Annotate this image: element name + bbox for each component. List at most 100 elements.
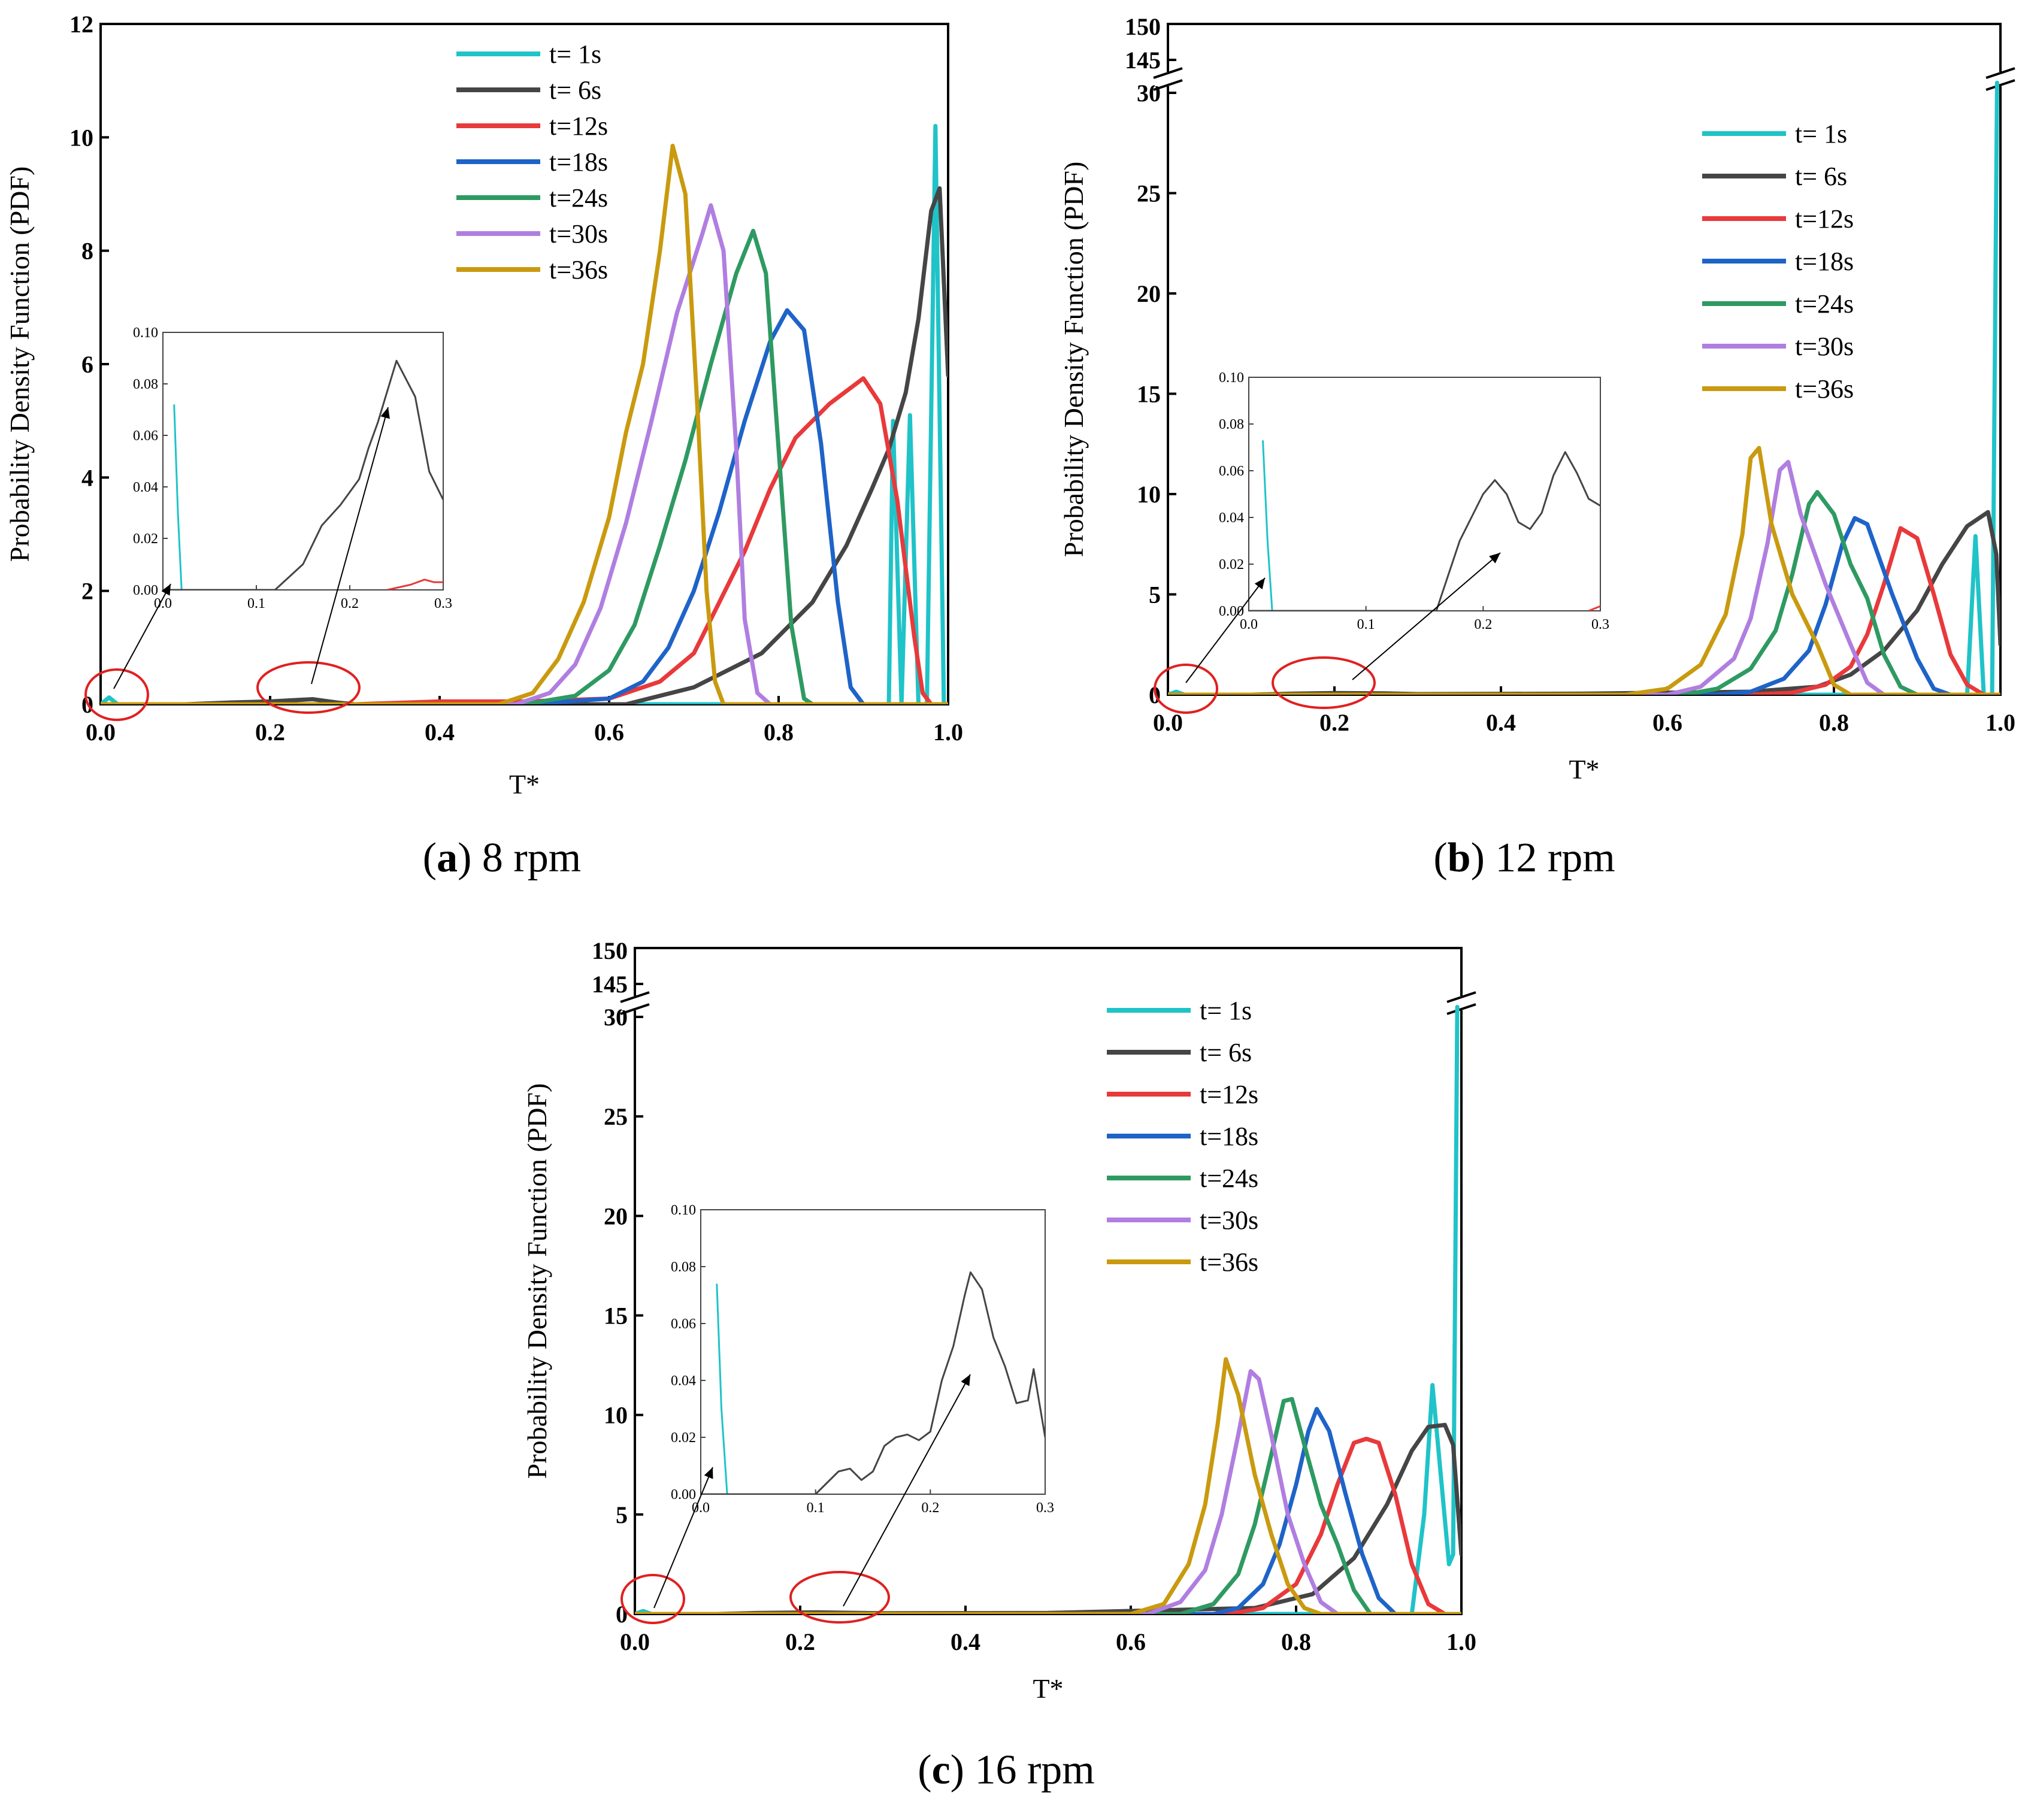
legend-entry: t= 6s bbox=[1200, 1038, 1252, 1067]
series-line bbox=[1168, 516, 2000, 695]
inset-y-tick-label: 0.02 bbox=[133, 531, 158, 547]
y-tick-label: 25 bbox=[1137, 180, 1161, 207]
x-tick-label: 0.4 bbox=[1486, 709, 1516, 736]
series-line bbox=[1168, 459, 2000, 695]
y-axis-label: Probability Density Function (PDF) bbox=[1058, 162, 1089, 558]
inset-series-group bbox=[701, 1271, 1045, 1494]
inset-y-tick-label: 0.10 bbox=[671, 1203, 696, 1218]
legend-entry: t= 6s bbox=[549, 75, 601, 105]
legend-entry: t=24s bbox=[549, 183, 608, 213]
inset-frame bbox=[700, 1209, 1046, 1495]
inset-y-tick-label: 0.06 bbox=[133, 428, 158, 444]
inset-y-tick-label: 0.08 bbox=[1219, 417, 1244, 432]
x-tick-label: 0.4 bbox=[425, 719, 455, 746]
y-tick-label: 4 bbox=[81, 464, 93, 491]
axis-break-mark bbox=[620, 991, 650, 1003]
inset-y-tick-label: 0.00 bbox=[671, 1487, 696, 1503]
callout-arrow bbox=[113, 583, 171, 689]
legend-entry: t=18s bbox=[1200, 1122, 1258, 1151]
inset-x-tick-label: 0.3 bbox=[1036, 1500, 1054, 1516]
inset-x-tick-label: 0.2 bbox=[341, 596, 359, 611]
y-tick-label: 15 bbox=[604, 1303, 628, 1330]
callout-arrow bbox=[311, 407, 390, 685]
inset-series-group bbox=[1249, 440, 1600, 611]
panel-caption: (c) 16 rpm bbox=[918, 1747, 1094, 1793]
series-line bbox=[1168, 80, 1999, 695]
panel-letter: b bbox=[1448, 835, 1471, 881]
inset-y-tick-label: 0.10 bbox=[1219, 370, 1244, 386]
series-line bbox=[1168, 490, 2000, 695]
axis-break-mark bbox=[1985, 67, 2015, 79]
inset-x-tick-label: 0.1 bbox=[807, 1500, 825, 1516]
panel-letter: c bbox=[932, 1747, 951, 1793]
highlight-circle bbox=[256, 661, 361, 714]
axis-break-mark bbox=[1446, 991, 1476, 1003]
legend-entry: t=36s bbox=[549, 255, 608, 284]
inset-y-tick-label: 0.02 bbox=[1219, 557, 1244, 573]
panel-a-8rpm: 0.0 0.2 0.4 0.6 0.8 1.0024681012T*Probability… bbox=[4, 11, 963, 881]
series-group bbox=[101, 123, 948, 704]
inset-y-tick-label: 0.04 bbox=[671, 1373, 696, 1389]
legend-entry: t=36s bbox=[1200, 1247, 1258, 1277]
legend-entry: t=36s bbox=[1795, 374, 1854, 404]
legend-entry: t=30s bbox=[1200, 1206, 1258, 1235]
x-tick-label: 0.0 bbox=[86, 719, 116, 746]
callout-arrow bbox=[1185, 577, 1266, 683]
series-line bbox=[101, 308, 948, 704]
y-tick-label: 5 bbox=[1149, 582, 1161, 608]
y-tick-label: 20 bbox=[604, 1203, 628, 1230]
x-tick-label: 0.8 bbox=[1819, 709, 1849, 736]
series-line bbox=[101, 144, 948, 704]
legend-entry: t= 1s bbox=[1200, 996, 1252, 1025]
legend-entry: t= 1s bbox=[1795, 119, 1847, 149]
inset-y-tick-label: 0.08 bbox=[133, 377, 158, 392]
series-line bbox=[635, 1357, 1461, 1614]
highlight-circle bbox=[84, 668, 149, 721]
inset-x-tick-label: 0.1 bbox=[1357, 617, 1375, 632]
series-line bbox=[635, 1437, 1461, 1614]
x-axis-label: T* bbox=[509, 769, 540, 800]
x-tick-label: 0.6 bbox=[1652, 709, 1682, 736]
series-group bbox=[635, 1004, 1461, 1614]
inset-series-line bbox=[701, 1271, 1045, 1494]
x-tick-label: 1.0 bbox=[933, 719, 963, 746]
inset-x-tick-label: 0.0 bbox=[692, 1500, 710, 1516]
y-tick-label: 15 bbox=[1137, 381, 1161, 408]
legend-entry: t=18s bbox=[549, 147, 608, 177]
inset-series-line bbox=[1588, 605, 1600, 611]
panel-caption: (a) 8 rpm bbox=[423, 835, 581, 881]
callout-arrow bbox=[653, 1467, 713, 1609]
inset-series-line bbox=[173, 404, 183, 590]
legend-entry: t=18s bbox=[1795, 247, 1854, 276]
x-tick-label: 0.6 bbox=[1116, 1628, 1146, 1655]
inset-series-line bbox=[1262, 440, 1273, 611]
callout-arrow bbox=[843, 1374, 971, 1607]
panel-letter: a bbox=[437, 835, 458, 881]
panel-c-16rpm: 0.0 0.2 0.4 0.6 0.8 1.0051015202530150145T*Pr… bbox=[522, 937, 1476, 1793]
x-tick-label: 0.2 bbox=[1319, 709, 1349, 736]
y-tick-label: 25 bbox=[604, 1103, 628, 1130]
x-axis-label: T* bbox=[1033, 1673, 1063, 1704]
series-group bbox=[1168, 80, 2000, 695]
inset-series-line bbox=[716, 1283, 728, 1494]
inset-y-tick-label: 0.04 bbox=[1219, 510, 1244, 526]
y-tick-label: 6 bbox=[81, 351, 93, 378]
inset-frame bbox=[1248, 377, 1601, 611]
inset-series-group bbox=[163, 359, 443, 590]
y-axis-label: Probability Density Function (PDF) bbox=[522, 1083, 552, 1479]
series-line bbox=[635, 1407, 1461, 1614]
series-line bbox=[635, 1397, 1461, 1614]
inset-series-line bbox=[1249, 451, 1600, 611]
inset-y-tick-label: 0.06 bbox=[1219, 464, 1244, 479]
axis-break-mark bbox=[1153, 79, 1183, 91]
x-tick-label: 0.6 bbox=[594, 719, 624, 746]
inset-x-tick-label: 0.3 bbox=[1591, 617, 1609, 632]
panel-b-12rpm: 0.0 0.2 0.4 0.6 0.8 1.0051015202530150145T*Pr… bbox=[1058, 13, 2015, 881]
axis-break-mark bbox=[1985, 79, 2015, 91]
y-tick-label-upper: 150 bbox=[1125, 13, 1161, 40]
legend-entry: t=12s bbox=[1200, 1080, 1258, 1109]
y-tick-label: 20 bbox=[1137, 280, 1161, 307]
y-tick-label-upper: 145 bbox=[592, 971, 628, 998]
y-axis-label: Probability Density Function (PDF) bbox=[4, 166, 35, 562]
